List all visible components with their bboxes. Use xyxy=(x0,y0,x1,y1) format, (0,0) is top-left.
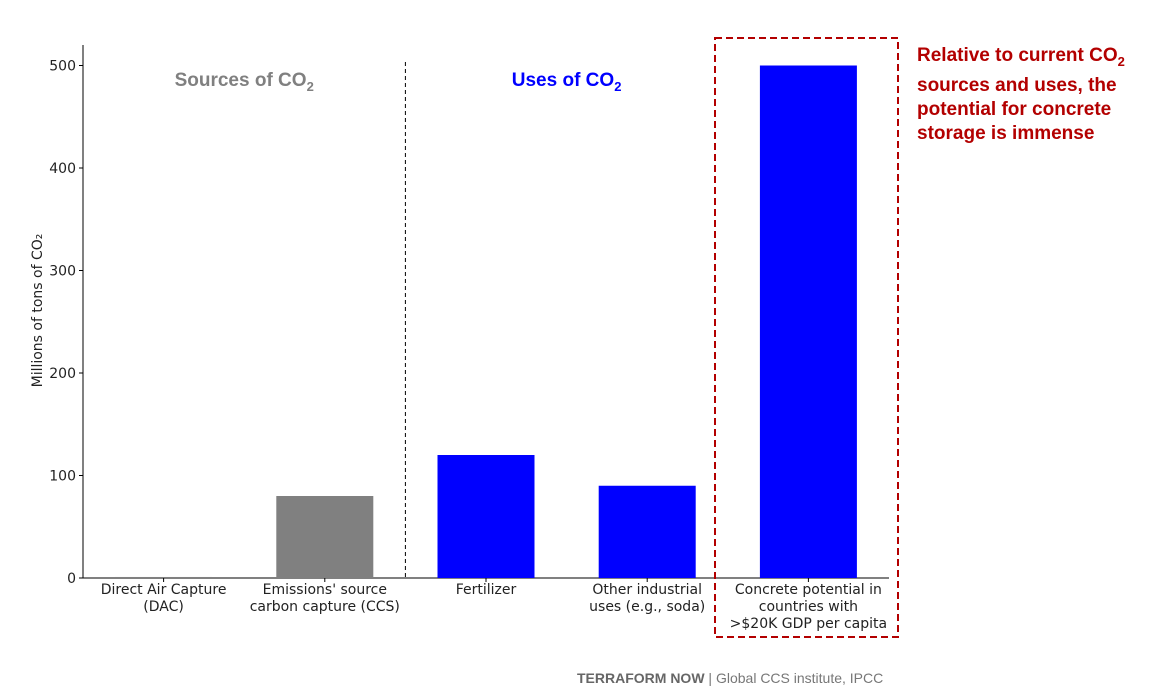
section-header-1: Uses of CO2 xyxy=(512,70,622,94)
x-category-label-line: Fertilizer xyxy=(456,582,517,598)
y-tick-label: 400 xyxy=(49,161,76,177)
x-category-label-line: (DAC) xyxy=(143,599,184,615)
x-category-label: Concrete potential in countries with >$20K… xyxy=(730,582,887,632)
x-category-label: Fertilizer xyxy=(456,582,517,598)
x-category-label-line: Direct Air Capture xyxy=(101,582,227,598)
section-header-subscript: 2 xyxy=(614,79,621,94)
y-tick-label: 500 xyxy=(49,59,76,75)
x-category-label-line: Other industrial xyxy=(592,582,702,598)
callout-rest: sources and uses, the potential for conc… xyxy=(917,74,1117,144)
highlight-box xyxy=(714,37,899,638)
callout-subscript: 2 xyxy=(1117,53,1125,69)
y-tick-label: 300 xyxy=(49,264,76,280)
x-category-label-line: >$20K GDP per capita xyxy=(730,616,887,632)
source-footer: TERRAFORM NOW | Global CCS institute, IP… xyxy=(577,670,883,686)
y-tick-label: 100 xyxy=(49,469,76,485)
bar-2 xyxy=(437,455,535,578)
labels: Direct Air Capture (DAC) Emissions' source… xyxy=(101,70,887,632)
x-category-label: Other industrial uses (e.g., soda) xyxy=(589,582,705,615)
footer-source: | Global CCS institute, IPCC xyxy=(704,670,884,686)
y-tick-label: 0 xyxy=(67,571,76,587)
section-header-0: Sources of CO2 xyxy=(175,70,314,94)
x-category-label-line: uses (e.g., soda) xyxy=(589,599,705,615)
x-category-label: Direct Air Capture (DAC) xyxy=(101,582,227,615)
x-category-label: Emissions' source carbon capture (CCS) xyxy=(250,582,400,615)
x-category-label-line: carbon capture (CCS) xyxy=(250,599,400,615)
bars xyxy=(115,65,857,578)
callout-annotation: Relative to current CO2 sources and uses… xyxy=(917,44,1149,146)
bar-4 xyxy=(759,65,857,578)
x-category-label-line: countries with xyxy=(759,599,858,615)
y-tick-label: 200 xyxy=(49,366,76,382)
x-category-label-line: Concrete potential in xyxy=(735,582,882,598)
bar-1 xyxy=(276,496,374,578)
callout-line1: Relative to current CO xyxy=(917,45,1118,66)
bar-3 xyxy=(598,485,696,578)
axes: 0 100 200 300 400 500 Millions of tons of CO₂ xyxy=(30,37,899,638)
section-header-subscript: 2 xyxy=(307,79,314,94)
section-header-text: Sources of CO xyxy=(175,70,307,91)
section-header-text: Uses of CO xyxy=(512,70,614,91)
y-axis-label: Millions of tons of CO₂ xyxy=(30,234,46,388)
bar-0 xyxy=(115,576,213,578)
footer-brand: TERRAFORM NOW xyxy=(577,670,705,686)
x-category-label-line: Emissions' source xyxy=(263,582,387,598)
